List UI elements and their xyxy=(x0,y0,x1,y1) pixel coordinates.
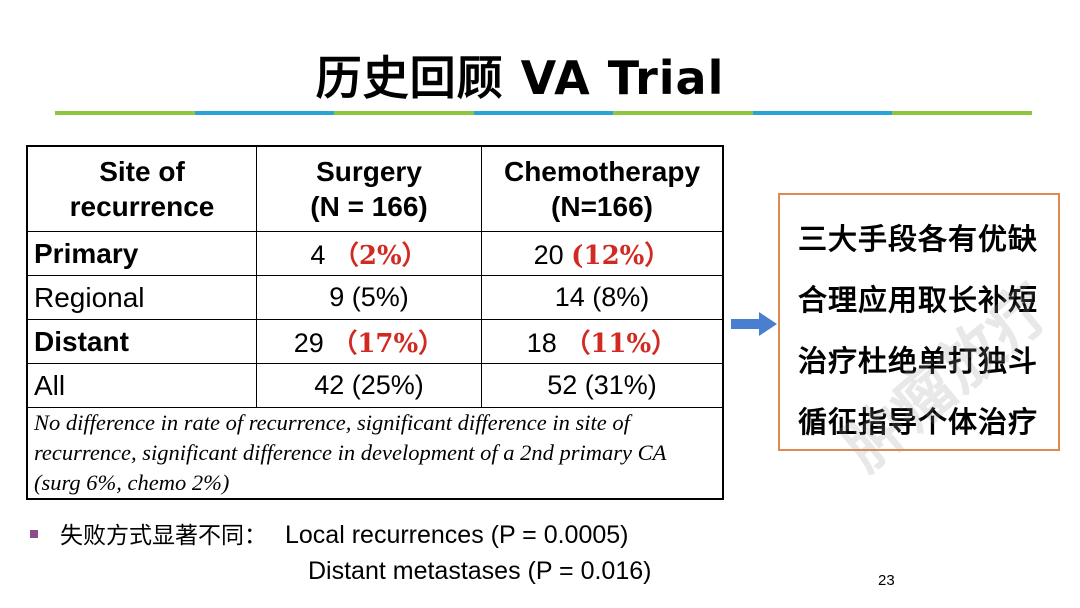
row-label: Distant xyxy=(26,319,257,364)
chemo-count: 20 xyxy=(533,240,564,270)
title-underline xyxy=(55,111,1033,115)
surgery-cell: 42 (25%) xyxy=(256,363,482,408)
summary-line: 三大手段各有优缺 xyxy=(798,222,1039,256)
surgery-percent: （17%） xyxy=(331,329,445,359)
header-site-line2: recurrence xyxy=(69,191,215,222)
chemo-percent: （11%） xyxy=(564,329,678,359)
recurrence-table: Site of recurrence Surgery (N = 166) Che… xyxy=(26,145,724,500)
table-row: Primary 4 （2%） 20 (12%） xyxy=(26,231,724,276)
surgery-percent: (5%) xyxy=(351,282,409,312)
table-header-row: Site of recurrence Surgery (N = 166) Che… xyxy=(26,145,724,232)
header-surgery: Surgery (N = 166) xyxy=(256,145,482,232)
chemo-percent: (8%) xyxy=(592,282,650,312)
surgery-count: 29 xyxy=(293,328,324,358)
right-arrow-icon xyxy=(731,312,777,336)
table-note: No difference in rate of recurrence, sig… xyxy=(26,407,724,500)
header-chemo-line1: Chemotherapy xyxy=(503,156,701,187)
bullet-line2: Distant metastases (P = 0.016) xyxy=(308,557,652,585)
table-row: Distant 29 （17%） 18 （11%） xyxy=(26,319,724,364)
surgery-cell: 9 (5%) xyxy=(256,275,482,320)
underline-segment xyxy=(613,111,753,115)
surgery-count: 42 xyxy=(314,370,345,400)
header-surgery-line1: Surgery xyxy=(316,156,422,187)
underline-segment xyxy=(752,111,893,115)
table-body: Primary 4 （2%） 20 (12%） Regional 9 (5%) 14 (8… xyxy=(26,231,724,408)
surgery-cell: 29 （17%） xyxy=(256,319,482,364)
surgery-percent: （2%） xyxy=(332,241,428,271)
chemo-cell: 18 （11%） xyxy=(481,319,724,364)
chemo-percent: (12%） xyxy=(571,241,671,271)
header-site-line1: Site of xyxy=(99,156,185,187)
header-site: Site of recurrence xyxy=(26,145,257,232)
chemo-cell: 20 (12%） xyxy=(481,231,724,276)
header-surgery-line2: (N = 166) xyxy=(310,191,428,222)
slide-title: 历史回顾 VA Trial xyxy=(315,51,725,105)
table-row: All 42 (25%) 52 (31%) xyxy=(26,363,724,408)
surgery-percent: (25%) xyxy=(351,370,424,400)
surgery-count: 9 xyxy=(329,282,345,312)
underline-segment xyxy=(55,111,195,115)
surgery-count: 4 xyxy=(310,240,326,270)
table-note-row: No difference in rate of recurrence, sig… xyxy=(26,407,724,500)
row-label: Primary xyxy=(26,231,257,276)
row-label: Regional xyxy=(26,275,257,320)
table-row: Regional 9 (5%) 14 (8%) xyxy=(26,275,724,320)
bullet-line1: Local recurrences (P = 0.0005) xyxy=(285,521,629,549)
page-number: 23 xyxy=(878,572,895,589)
chemo-count: 52 xyxy=(547,370,578,400)
summary-box: 三大手段各有优缺 合理应用取长补短 治疗杜绝单打独斗 循征指导个体治疗 xyxy=(778,193,1060,451)
header-chemo: Chemotherapy (N=166) xyxy=(481,145,724,232)
underline-segment xyxy=(194,111,335,115)
header-chemo-line2: (N=166) xyxy=(551,191,653,222)
surgery-cell: 4 （2%） xyxy=(256,231,482,276)
summary-line: 治疗杜绝单打独斗 xyxy=(798,344,1039,378)
summary-line: 合理应用取长补短 xyxy=(798,283,1039,317)
chemo-count: 14 xyxy=(554,282,585,312)
underline-segment xyxy=(473,111,614,115)
bullet-item: 失败方式显著不同： Local recurrences (P = 0.0005) xyxy=(30,516,628,555)
underline-segment xyxy=(334,111,474,115)
chemo-cell: 14 (8%) xyxy=(481,275,724,320)
chemo-cell: 52 (31%) xyxy=(481,363,724,408)
underline-segment xyxy=(892,111,1033,115)
bullet-square-icon xyxy=(30,530,38,539)
chemo-count: 18 xyxy=(526,328,557,358)
row-label: All xyxy=(26,363,257,408)
bullet-lead-text: 失败方式显著不同： xyxy=(60,523,267,549)
chemo-percent: (31%) xyxy=(584,370,657,400)
summary-line: 循征指导个体治疗 xyxy=(798,405,1039,439)
